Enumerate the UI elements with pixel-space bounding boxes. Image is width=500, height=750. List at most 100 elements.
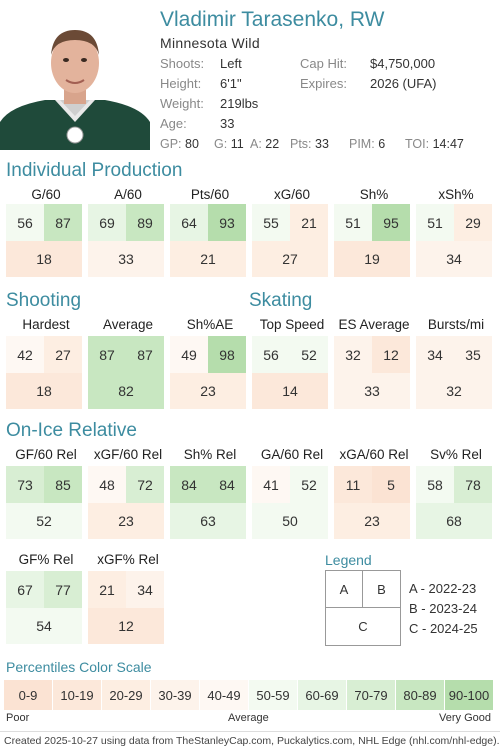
stat-g: G: 11	[214, 137, 244, 151]
stat-b-cell: 98	[208, 336, 246, 373]
stat-b-cell: 95	[372, 204, 410, 241]
stat-a: A: 22	[250, 137, 280, 151]
scale-average-label: Average	[228, 712, 269, 724]
column-header: xG/60	[273, 187, 311, 202]
scale-bin: 0-9	[4, 680, 52, 710]
stat-b-cell: 77	[44, 571, 82, 608]
column-header: GF% Rel	[18, 552, 74, 567]
stat-b-cell: 5	[372, 466, 410, 503]
stat-a-cell: 48	[88, 466, 126, 503]
scale-bin: 30-39	[151, 680, 199, 710]
column-header: Sh%AE	[186, 317, 234, 332]
legend-item-a: A - 2022-23	[409, 581, 477, 596]
legend-box: A B C	[325, 570, 401, 646]
stat-a-cell: 49	[170, 336, 208, 373]
column-header: ES Average	[338, 317, 410, 332]
stat-b-cell: 85	[44, 466, 82, 503]
stat-c-cell: 23	[88, 503, 164, 539]
stat-b-cell: 29	[454, 204, 492, 241]
stat-c-cell: 23	[170, 373, 246, 409]
stat-c-cell: 12	[88, 608, 164, 644]
cap-hit-label: Cap Hit:	[300, 56, 347, 71]
section-skating: Skating	[249, 290, 313, 311]
legend-item-c: C - 2024-25	[409, 621, 478, 636]
scale-bin: 90-100	[445, 680, 493, 710]
stat-b-cell: 34	[126, 571, 164, 608]
legend-c: C	[358, 619, 368, 634]
section-on-ice-relative: On-Ice Relative	[6, 420, 137, 441]
scale-bin: 60-69	[298, 680, 346, 710]
stat-c-cell: 18	[6, 373, 82, 409]
cap-hit-value: $4,750,000	[370, 56, 436, 71]
stat-toi: TOI: 14:47	[405, 137, 464, 151]
legend-item-b: B - 2023-24	[409, 601, 477, 616]
stat-b-cell: 27	[44, 336, 82, 373]
stat-c-cell: 23	[334, 503, 410, 539]
height-value: 6'1"	[220, 76, 242, 91]
column-header: Bursts/mi	[427, 317, 485, 332]
legend-b: B	[363, 571, 400, 608]
column-header: Top Speed	[259, 317, 325, 332]
stat-b-cell: 35	[454, 336, 492, 373]
weight-label: Weight:	[160, 96, 204, 111]
column-header: Pts/60	[190, 187, 230, 202]
column-header: Hardest	[22, 317, 70, 332]
stat-c-cell: 54	[6, 608, 82, 644]
player-team: Minnesota Wild	[160, 35, 260, 51]
legend-title: Legend	[325, 552, 372, 568]
stat-a-cell: 58	[416, 466, 454, 503]
stat-a-cell: 64	[170, 204, 208, 241]
stat-a-cell: 73	[6, 466, 44, 503]
scale-bin: 40-49	[200, 680, 248, 710]
column-header: xSh%	[438, 187, 474, 202]
stat-a-cell: 51	[416, 204, 454, 241]
shoots-label: Shoots:	[160, 56, 205, 71]
stat-a-cell: 21	[88, 571, 126, 608]
stat-a-cell: 32	[334, 336, 372, 373]
scale-title: Percentiles Color Scale	[6, 659, 152, 675]
weight-value: 219lbs	[220, 96, 259, 111]
stat-c-cell: 33	[88, 241, 164, 277]
scale-bin: 80-89	[396, 680, 444, 710]
stat-b-cell: 93	[208, 204, 246, 241]
stat-c-cell: 18	[6, 241, 82, 277]
stat-b-cell: 72	[126, 466, 164, 503]
stat-c-cell: 19	[334, 241, 410, 277]
stat-a-cell: 41	[252, 466, 290, 503]
stat-b-cell: 89	[126, 204, 164, 241]
stat-c-cell: 14	[252, 373, 328, 409]
stat-c-cell: 68	[416, 503, 492, 539]
stat-a-cell: 42	[6, 336, 44, 373]
column-header: xGF/60 Rel	[93, 447, 163, 462]
age-label: Age:	[160, 116, 187, 131]
footer-credits: Created 2025-10-27 using data from TheSt…	[4, 735, 500, 747]
column-header: GA/60 Rel	[260, 447, 324, 462]
column-header: Average	[102, 317, 154, 332]
stat-c-cell: 82	[88, 373, 164, 409]
player-photo	[0, 0, 150, 150]
column-header: Sh%	[359, 187, 389, 202]
stat-b-cell: 12	[372, 336, 410, 373]
stat-pim: PIM: 6	[349, 137, 386, 151]
stat-b-cell: 52	[290, 466, 328, 503]
column-header: G/60	[31, 187, 61, 202]
stat-a-cell: 84	[170, 466, 208, 503]
stat-a-cell: 87	[88, 336, 126, 373]
stat-a-cell: 55	[252, 204, 290, 241]
stat-c-cell: 21	[170, 241, 246, 277]
stat-c-cell: 32	[416, 373, 492, 409]
stat-pts: Pts: 33	[290, 137, 329, 151]
stat-b-cell: 78	[454, 466, 492, 503]
expires-label: Expires:	[300, 76, 347, 91]
column-header: A/60	[114, 187, 142, 202]
expires-value: 2026 (UFA)	[370, 76, 437, 91]
stat-b-cell: 52	[290, 336, 328, 373]
scale-poor-label: Poor	[6, 712, 30, 724]
scale-bin: 70-79	[347, 680, 395, 710]
stat-c-cell: 50	[252, 503, 328, 539]
stat-a-cell: 34	[416, 336, 454, 373]
player-name: Vladimir Tarasenko, RW	[160, 8, 385, 31]
stat-a-cell: 56	[6, 204, 44, 241]
stat-a-cell: 67	[6, 571, 44, 608]
shoots-value: Left	[220, 56, 242, 71]
